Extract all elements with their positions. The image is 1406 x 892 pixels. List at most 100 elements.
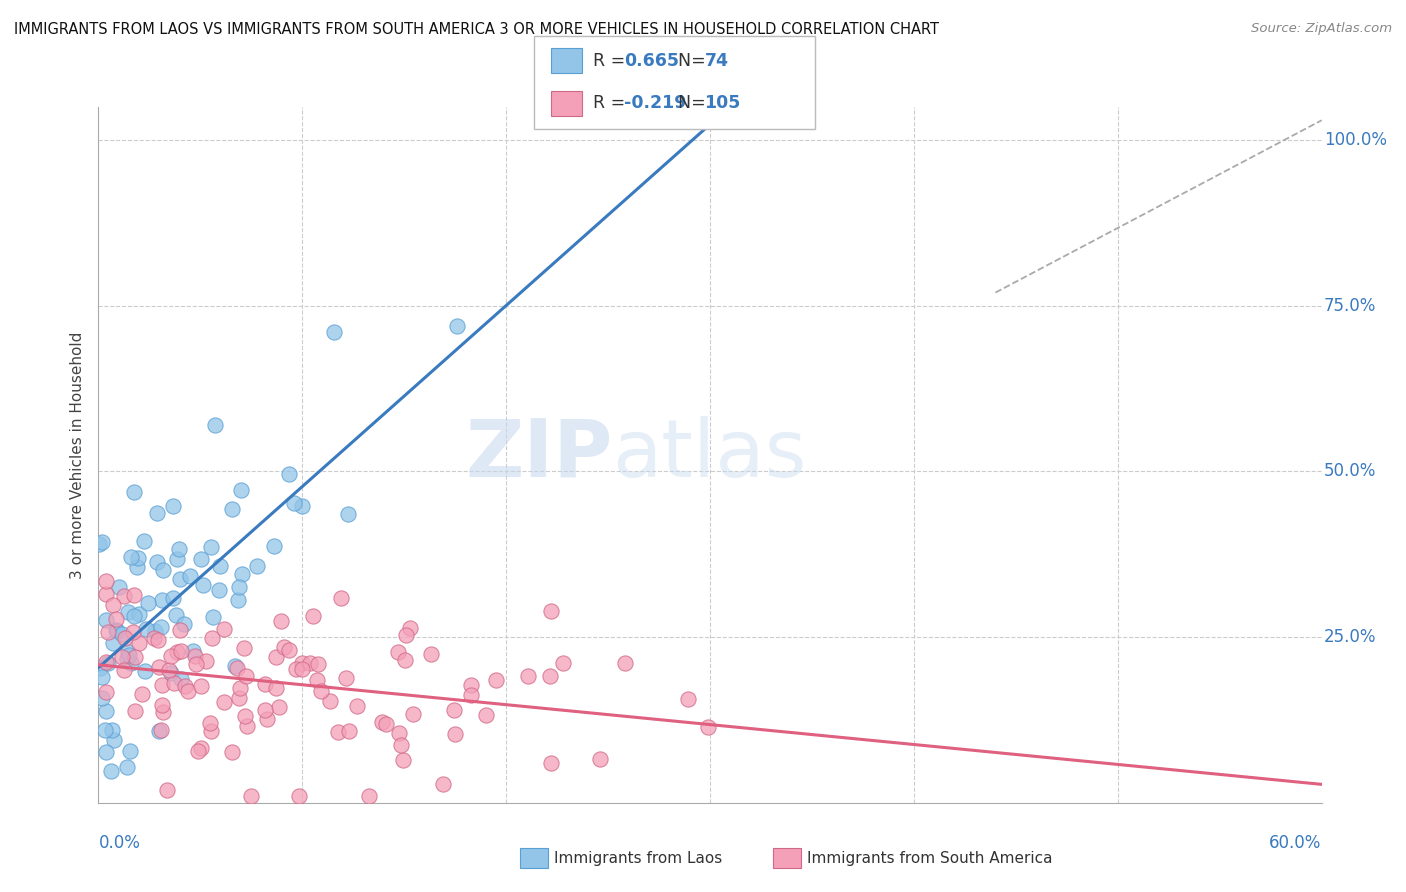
- Point: [288, 789, 311, 804]
- Y-axis label: 3 or more Vehicles in Household: 3 or more Vehicles in Household: [69, 331, 84, 579]
- Text: 50.0%: 50.0%: [1324, 462, 1376, 481]
- Point: [160, 665, 183, 680]
- Point: [263, 539, 285, 553]
- Point: [291, 657, 314, 671]
- Point: [179, 569, 201, 583]
- Point: [169, 573, 191, 587]
- Point: [163, 676, 186, 690]
- Point: [148, 632, 170, 647]
- Point: [146, 555, 169, 569]
- Point: [135, 622, 157, 636]
- Point: [134, 664, 156, 678]
- Point: [246, 559, 269, 574]
- Text: 60.0%: 60.0%: [1270, 834, 1322, 852]
- Point: [319, 694, 342, 708]
- Point: [460, 688, 482, 702]
- Point: [94, 685, 117, 699]
- Point: [538, 669, 561, 683]
- Point: [157, 664, 180, 678]
- Point: [389, 738, 412, 752]
- Point: [155, 782, 177, 797]
- Point: [87, 537, 110, 551]
- Point: [443, 726, 465, 740]
- Point: [94, 723, 117, 737]
- Point: [94, 613, 117, 627]
- Point: [96, 745, 118, 759]
- Point: [148, 724, 170, 739]
- Point: [236, 718, 259, 732]
- Point: [124, 649, 146, 664]
- Point: [115, 651, 138, 665]
- Point: [170, 672, 193, 686]
- Point: [253, 676, 276, 690]
- Point: [517, 669, 540, 683]
- Point: [228, 580, 250, 594]
- Point: [146, 506, 169, 520]
- Point: [149, 620, 172, 634]
- Point: [117, 645, 139, 659]
- Point: [191, 577, 214, 591]
- Point: [90, 690, 112, 705]
- Text: Source: ZipAtlas.com: Source: ZipAtlas.com: [1251, 22, 1392, 36]
- Point: [124, 608, 146, 623]
- Text: 0.0%: 0.0%: [98, 834, 141, 852]
- Point: [160, 649, 183, 664]
- Point: [391, 752, 413, 766]
- Point: [229, 681, 252, 695]
- Point: [328, 725, 350, 739]
- Text: N=: N=: [678, 95, 711, 112]
- Text: -0.219: -0.219: [624, 95, 686, 112]
- Point: [170, 644, 193, 658]
- Point: [402, 706, 425, 721]
- Point: [194, 654, 217, 668]
- Point: [184, 649, 207, 664]
- Point: [273, 640, 295, 654]
- Point: [115, 760, 138, 774]
- Point: [162, 591, 184, 606]
- Point: [128, 636, 150, 650]
- Point: [269, 700, 291, 714]
- Point: [235, 669, 257, 683]
- Point: [697, 720, 720, 734]
- Point: [299, 657, 322, 671]
- Point: [200, 540, 222, 554]
- Point: [553, 656, 575, 670]
- Point: [173, 679, 195, 693]
- Text: IMMIGRANTS FROM LAOS VS IMMIGRANTS FROM SOUTH AMERICA 3 OR MORE VEHICLES IN HOUS: IMMIGRANTS FROM LAOS VS IMMIGRANTS FROM …: [14, 22, 939, 37]
- Point: [432, 777, 454, 791]
- Point: [329, 591, 352, 605]
- Point: [120, 550, 142, 565]
- Point: [357, 789, 380, 804]
- Point: [208, 582, 231, 597]
- Point: [240, 789, 263, 804]
- Point: [284, 662, 307, 676]
- Point: [150, 592, 173, 607]
- Point: [231, 566, 253, 581]
- Point: [91, 670, 114, 684]
- Point: [387, 645, 409, 659]
- Point: [221, 745, 243, 759]
- Text: 75.0%: 75.0%: [1324, 297, 1376, 315]
- Text: atlas: atlas: [612, 416, 807, 494]
- Point: [94, 704, 117, 718]
- Point: [103, 733, 125, 747]
- Point: [166, 551, 188, 566]
- Point: [187, 744, 209, 758]
- Text: Immigrants from South America: Immigrants from South America: [807, 851, 1053, 865]
- Point: [264, 681, 287, 696]
- Point: [162, 499, 184, 513]
- Point: [676, 692, 699, 706]
- Point: [143, 631, 166, 645]
- Point: [474, 707, 496, 722]
- Point: [278, 643, 301, 657]
- Point: [131, 687, 153, 701]
- Point: [90, 535, 112, 549]
- Point: [395, 628, 418, 642]
- Point: [150, 678, 173, 692]
- Point: [108, 581, 131, 595]
- Point: [335, 671, 357, 685]
- Point: [208, 558, 231, 573]
- Point: [225, 661, 247, 675]
- Point: [233, 640, 256, 655]
- Point: [256, 712, 278, 726]
